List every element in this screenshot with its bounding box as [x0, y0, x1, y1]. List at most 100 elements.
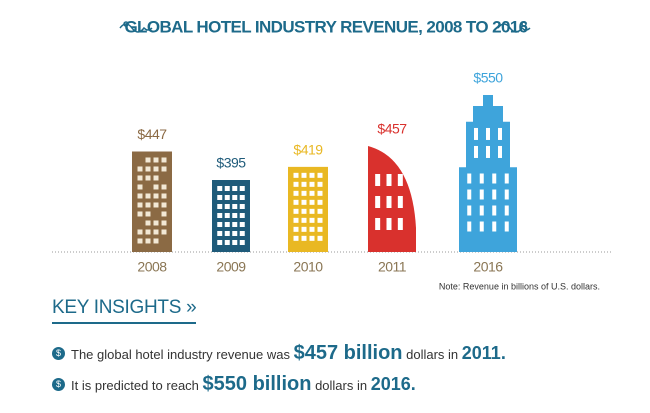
window — [474, 145, 478, 158]
insights-title: KEY INSIGHTS » — [52, 297, 197, 324]
window — [474, 127, 478, 140]
window — [153, 157, 159, 163]
window — [239, 213, 245, 218]
window — [492, 205, 497, 216]
window — [293, 172, 299, 178]
window — [317, 235, 323, 241]
window — [153, 229, 159, 235]
window — [317, 190, 323, 196]
window — [145, 229, 151, 235]
window — [224, 186, 230, 191]
window — [161, 166, 167, 172]
window — [301, 172, 307, 178]
window — [479, 173, 484, 184]
window — [467, 189, 472, 200]
window — [504, 189, 509, 200]
window — [397, 218, 403, 230]
window — [145, 166, 151, 172]
value-label: $457 — [377, 121, 407, 137]
window — [232, 240, 238, 245]
window — [386, 218, 392, 230]
building — [459, 95, 517, 252]
window — [224, 222, 230, 227]
window — [153, 166, 159, 172]
window — [137, 166, 143, 172]
window — [153, 202, 159, 208]
insight-text: dollars in — [402, 347, 462, 362]
window — [137, 238, 143, 244]
window — [504, 221, 509, 232]
window — [375, 196, 381, 208]
window — [232, 195, 238, 200]
window — [301, 181, 307, 187]
window — [317, 208, 323, 214]
insight-amount: $457 billion — [293, 342, 403, 364]
window — [309, 226, 315, 232]
window — [301, 217, 307, 223]
window — [224, 240, 230, 245]
window — [375, 174, 381, 186]
window — [153, 175, 159, 181]
window — [301, 199, 307, 205]
insight: $ The global hotel industry revenue was $… — [52, 342, 506, 365]
window — [145, 202, 151, 208]
window — [479, 189, 484, 200]
window — [232, 222, 238, 227]
window — [386, 196, 392, 208]
window — [309, 208, 315, 214]
window — [293, 190, 299, 196]
window — [486, 127, 490, 140]
window — [224, 204, 230, 209]
window — [217, 195, 223, 200]
window — [293, 181, 299, 187]
window — [386, 174, 392, 186]
window — [293, 226, 299, 232]
window — [301, 235, 307, 241]
window — [504, 173, 509, 184]
window — [309, 181, 315, 187]
window — [309, 172, 315, 178]
window — [137, 211, 143, 217]
x-tick-label: 2010 — [293, 259, 323, 275]
window — [145, 193, 151, 199]
window — [467, 205, 472, 216]
window — [161, 193, 167, 199]
window — [137, 193, 143, 199]
window — [309, 190, 315, 196]
window — [161, 220, 167, 226]
window — [301, 208, 307, 214]
window — [239, 222, 245, 227]
window — [217, 222, 223, 227]
window — [397, 174, 403, 186]
window — [224, 213, 230, 218]
window — [137, 202, 143, 208]
window — [161, 184, 167, 190]
window — [153, 193, 159, 199]
window — [161, 202, 167, 208]
title-ornament — [119, 21, 531, 33]
window — [232, 186, 238, 191]
window — [217, 204, 223, 209]
window — [217, 213, 223, 218]
window — [224, 195, 230, 200]
window — [153, 238, 159, 244]
window — [492, 173, 497, 184]
window — [145, 238, 151, 244]
window — [239, 195, 245, 200]
insight-text: dollars in — [311, 378, 371, 393]
window — [293, 235, 299, 241]
window — [504, 205, 509, 216]
window — [153, 184, 159, 190]
value-label: $419 — [293, 142, 323, 158]
window — [217, 186, 223, 191]
value-label: $395 — [216, 155, 246, 171]
window — [479, 221, 484, 232]
window — [467, 221, 472, 232]
window — [492, 189, 497, 200]
insight-text: It is predicted to reach — [71, 378, 203, 393]
window — [232, 213, 238, 218]
window — [153, 220, 159, 226]
window — [137, 229, 143, 235]
